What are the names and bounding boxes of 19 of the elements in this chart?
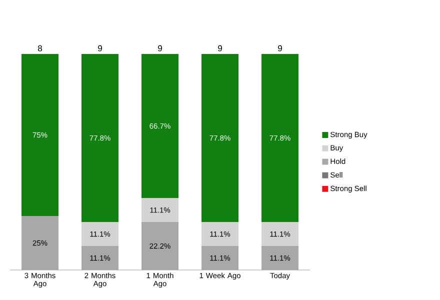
annotation: 9 (278, 45, 282, 52)
annotation: 9 (158, 45, 162, 52)
bar (22, 54, 59, 216)
bar (142, 54, 178, 198)
bar (142, 222, 178, 270)
bar (202, 54, 238, 222)
bar (202, 222, 238, 246)
annotation: 8 (38, 45, 42, 52)
bar (82, 54, 119, 222)
bar (261, 222, 298, 246)
bar (261, 246, 298, 270)
bar (142, 198, 178, 222)
bar (261, 54, 298, 222)
annotation: 9 (98, 45, 102, 52)
annotation: 9 (218, 45, 222, 52)
bar (22, 216, 59, 270)
bar (82, 222, 119, 246)
bar (82, 246, 119, 270)
bar (202, 246, 238, 270)
